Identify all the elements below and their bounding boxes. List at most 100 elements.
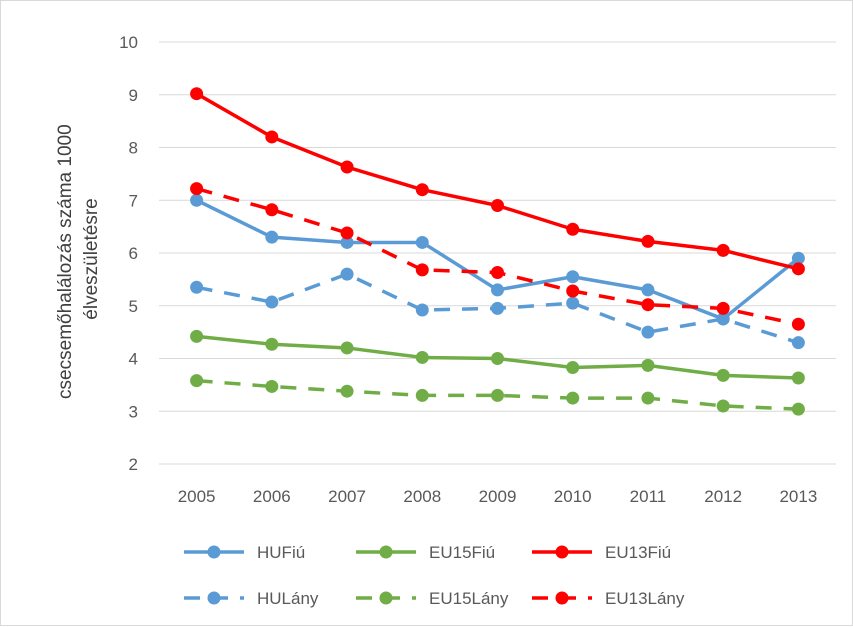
data-point xyxy=(491,266,504,280)
series-EU15Lány xyxy=(190,374,805,416)
x-tick-label: 2013 xyxy=(779,487,817,506)
data-point xyxy=(190,280,204,294)
data-point xyxy=(491,283,504,297)
data-point xyxy=(190,374,204,388)
data-point xyxy=(716,368,730,382)
data-point xyxy=(415,183,429,197)
data-point xyxy=(491,352,504,365)
x-tick-label: 2006 xyxy=(253,487,291,506)
data-point xyxy=(566,296,580,310)
data-point xyxy=(415,263,429,277)
data-point xyxy=(491,301,504,315)
data-point xyxy=(641,358,655,372)
data-point xyxy=(716,312,730,326)
data-point xyxy=(340,226,354,240)
data-point xyxy=(265,295,279,309)
data-point xyxy=(190,329,204,343)
data-point xyxy=(340,235,354,249)
data-point xyxy=(791,336,805,350)
data-point xyxy=(641,391,655,405)
data-point xyxy=(340,341,354,355)
data-point xyxy=(265,230,279,244)
legend-marker xyxy=(207,591,221,605)
legend-item: EU15Fiú xyxy=(356,543,495,562)
y-tick-label: 5 xyxy=(129,297,138,316)
legend-marker xyxy=(555,591,569,605)
legend-marker xyxy=(379,545,393,559)
y-tick-label: 7 xyxy=(129,191,138,210)
series-HULány xyxy=(190,267,805,350)
data-point xyxy=(566,360,580,374)
y-tick-label: 2 xyxy=(129,455,138,474)
y-axis-ticks: 2 3 4 5 6 7 8 9 10 xyxy=(119,33,138,474)
data-point xyxy=(791,402,805,416)
data-point xyxy=(716,399,730,413)
data-point xyxy=(716,243,730,257)
y-axis-label-line-2: élveszületésre xyxy=(81,198,102,319)
legend-label: EU15Lány xyxy=(429,589,509,608)
data-point xyxy=(265,130,279,144)
series-lines xyxy=(190,87,805,416)
y-axis-label-line-1: csecsemőhalálozás száma 1000 xyxy=(55,124,76,399)
y-tick-label: 10 xyxy=(119,33,138,52)
series-EU13Lány xyxy=(190,182,805,331)
data-point xyxy=(641,234,655,248)
data-point xyxy=(190,87,204,101)
x-tick-label: 2007 xyxy=(328,487,366,506)
data-point xyxy=(265,337,279,351)
data-point xyxy=(641,325,655,339)
series-line xyxy=(194,198,801,321)
x-tick-label: 2012 xyxy=(704,487,742,506)
series-EU15Fiú xyxy=(190,329,805,385)
x-tick-label: 2010 xyxy=(554,487,592,506)
x-tick-label: 2009 xyxy=(479,487,517,506)
x-tick-label: 2011 xyxy=(630,487,667,506)
legend-item: EU15Lány xyxy=(356,589,509,608)
legend: HUFiú EU15Fiú EU13Fiú HULány EU15Lány EU13Lán… xyxy=(184,543,685,608)
data-point xyxy=(340,384,354,398)
data-point xyxy=(641,298,655,312)
data-point xyxy=(716,301,730,315)
series-line xyxy=(194,91,801,271)
x-axis-ticks: 2005 2006 2007 2008 2009 2010 2011 2012 2013 xyxy=(178,487,818,506)
legend-label: HUFiú xyxy=(257,543,305,562)
legend-label: EU13Lány xyxy=(605,589,685,608)
data-point xyxy=(415,303,429,317)
legend-item: EU13Lány xyxy=(532,589,685,608)
legend-label: EU13Fiú xyxy=(605,543,671,562)
legend-label: HULány xyxy=(257,589,319,608)
legend-marker xyxy=(555,545,569,559)
y-tick-label: 8 xyxy=(129,139,138,158)
data-point xyxy=(415,235,429,249)
data-point xyxy=(566,222,580,236)
data-point xyxy=(491,199,504,213)
data-point xyxy=(566,391,580,405)
data-point xyxy=(491,388,504,402)
data-point xyxy=(265,203,279,217)
data-point xyxy=(265,379,279,393)
data-point xyxy=(566,284,580,298)
y-tick-label: 9 xyxy=(129,86,138,105)
data-point xyxy=(791,317,805,331)
legend-marker xyxy=(379,591,393,605)
legend-item: HUFiú xyxy=(184,543,305,562)
y-axis-label: csecsemőhalálozás száma 1000 élveszületé… xyxy=(55,119,102,399)
data-point xyxy=(190,193,204,207)
data-point xyxy=(566,270,580,284)
data-point xyxy=(641,283,655,297)
data-point xyxy=(791,371,805,385)
legend-marker xyxy=(207,545,221,559)
y-tick-label: 6 xyxy=(129,244,138,263)
y-tick-label: 4 xyxy=(129,350,138,369)
data-point xyxy=(190,182,204,196)
data-point xyxy=(791,262,805,276)
series-EU13Fiú xyxy=(190,87,805,276)
legend-item: HULány xyxy=(184,589,319,608)
x-tick-label: 2005 xyxy=(178,487,216,506)
legend-item: EU13Fiú xyxy=(532,543,671,562)
x-tick-label: 2008 xyxy=(403,487,441,506)
y-tick-label: 3 xyxy=(129,402,138,421)
data-point xyxy=(415,388,429,402)
